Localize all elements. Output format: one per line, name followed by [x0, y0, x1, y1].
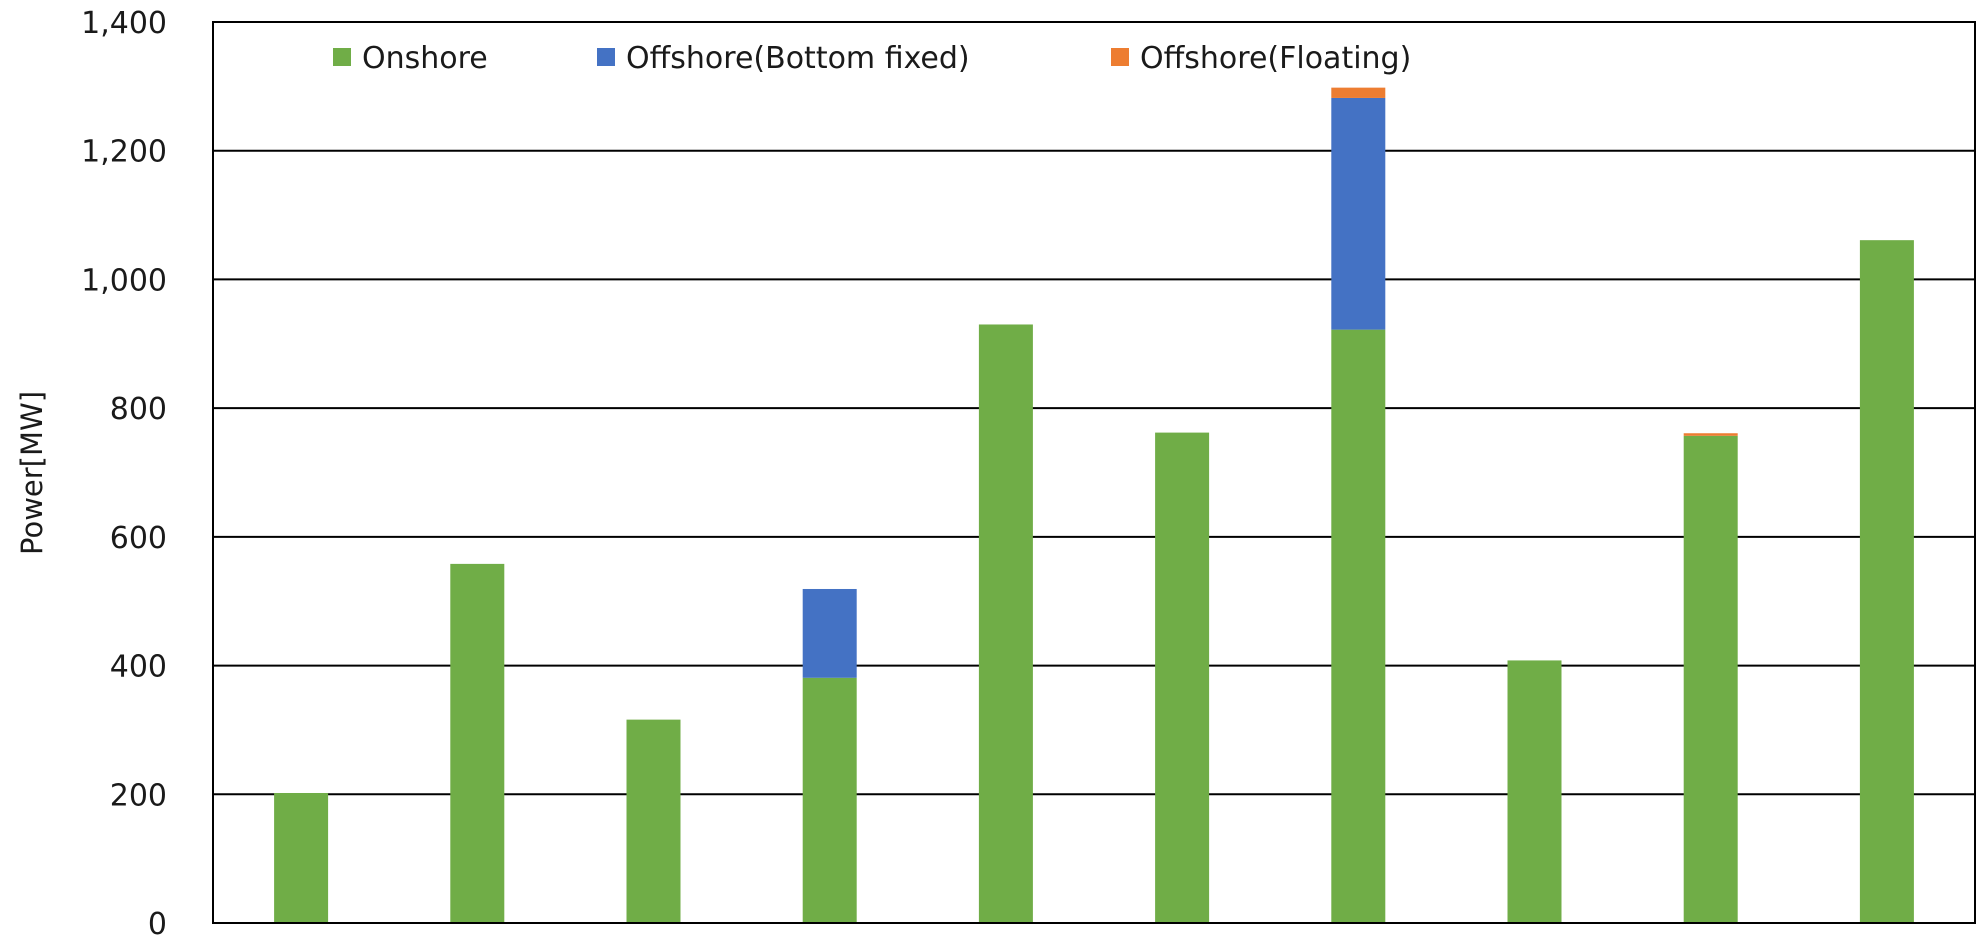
bar-segment-4-series-2: [802, 588, 857, 678]
y-tick-labels: 0 200 400 600 800 1,000 1,200 1,400: [81, 6, 167, 942]
y-tick-label: 400: [110, 650, 167, 685]
bar-segment-1-series-1: [274, 792, 329, 923]
bar-segment-7-series-3: [1331, 87, 1386, 98]
y-tick-label: 1,200: [81, 135, 167, 170]
bar-segment-10-series-1: [1859, 240, 1914, 923]
bar-segment-7-series-2: [1331, 97, 1386, 330]
gridlines: [213, 149, 1975, 796]
y-axis-label: Power[MW]: [15, 391, 49, 555]
y-tick-label: 600: [110, 521, 167, 556]
legend-swatch: [333, 48, 351, 66]
legend-label: Offshore(Bottom fixed): [626, 41, 970, 76]
bar-segment-2-series-1: [450, 563, 505, 923]
y-tick-label: 800: [110, 392, 167, 427]
bar-segment-9-series-3: [1683, 433, 1738, 436]
bar-segment-8-series-1: [1507, 660, 1562, 923]
bar-segment-7-series-1: [1331, 329, 1386, 923]
legend-swatch: [1111, 48, 1129, 66]
bar-segment-3-series-1: [626, 719, 681, 923]
bar-segment-5-series-1: [978, 324, 1033, 923]
y-tick-label: 0: [148, 907, 167, 939]
legend-swatch: [597, 48, 615, 66]
bar-segment-9-series-1: [1683, 435, 1738, 923]
bar-segment-4-series-1: [802, 677, 857, 923]
legend: Onshore Offshore(Bottom fixed) Offshore(Fl…: [333, 41, 1411, 76]
y-tick-label: 200: [110, 778, 167, 813]
legend-label: Onshore: [362, 41, 488, 76]
bars: [274, 87, 1914, 923]
bar-segment-6-series-1: [1155, 432, 1210, 923]
y-tick-label: 1,400: [81, 6, 167, 41]
legend-label: Offshore(Floating): [1140, 41, 1411, 76]
plot-area-frame: [212, 21, 1976, 924]
y-tick-label: 1,000: [81, 263, 167, 298]
